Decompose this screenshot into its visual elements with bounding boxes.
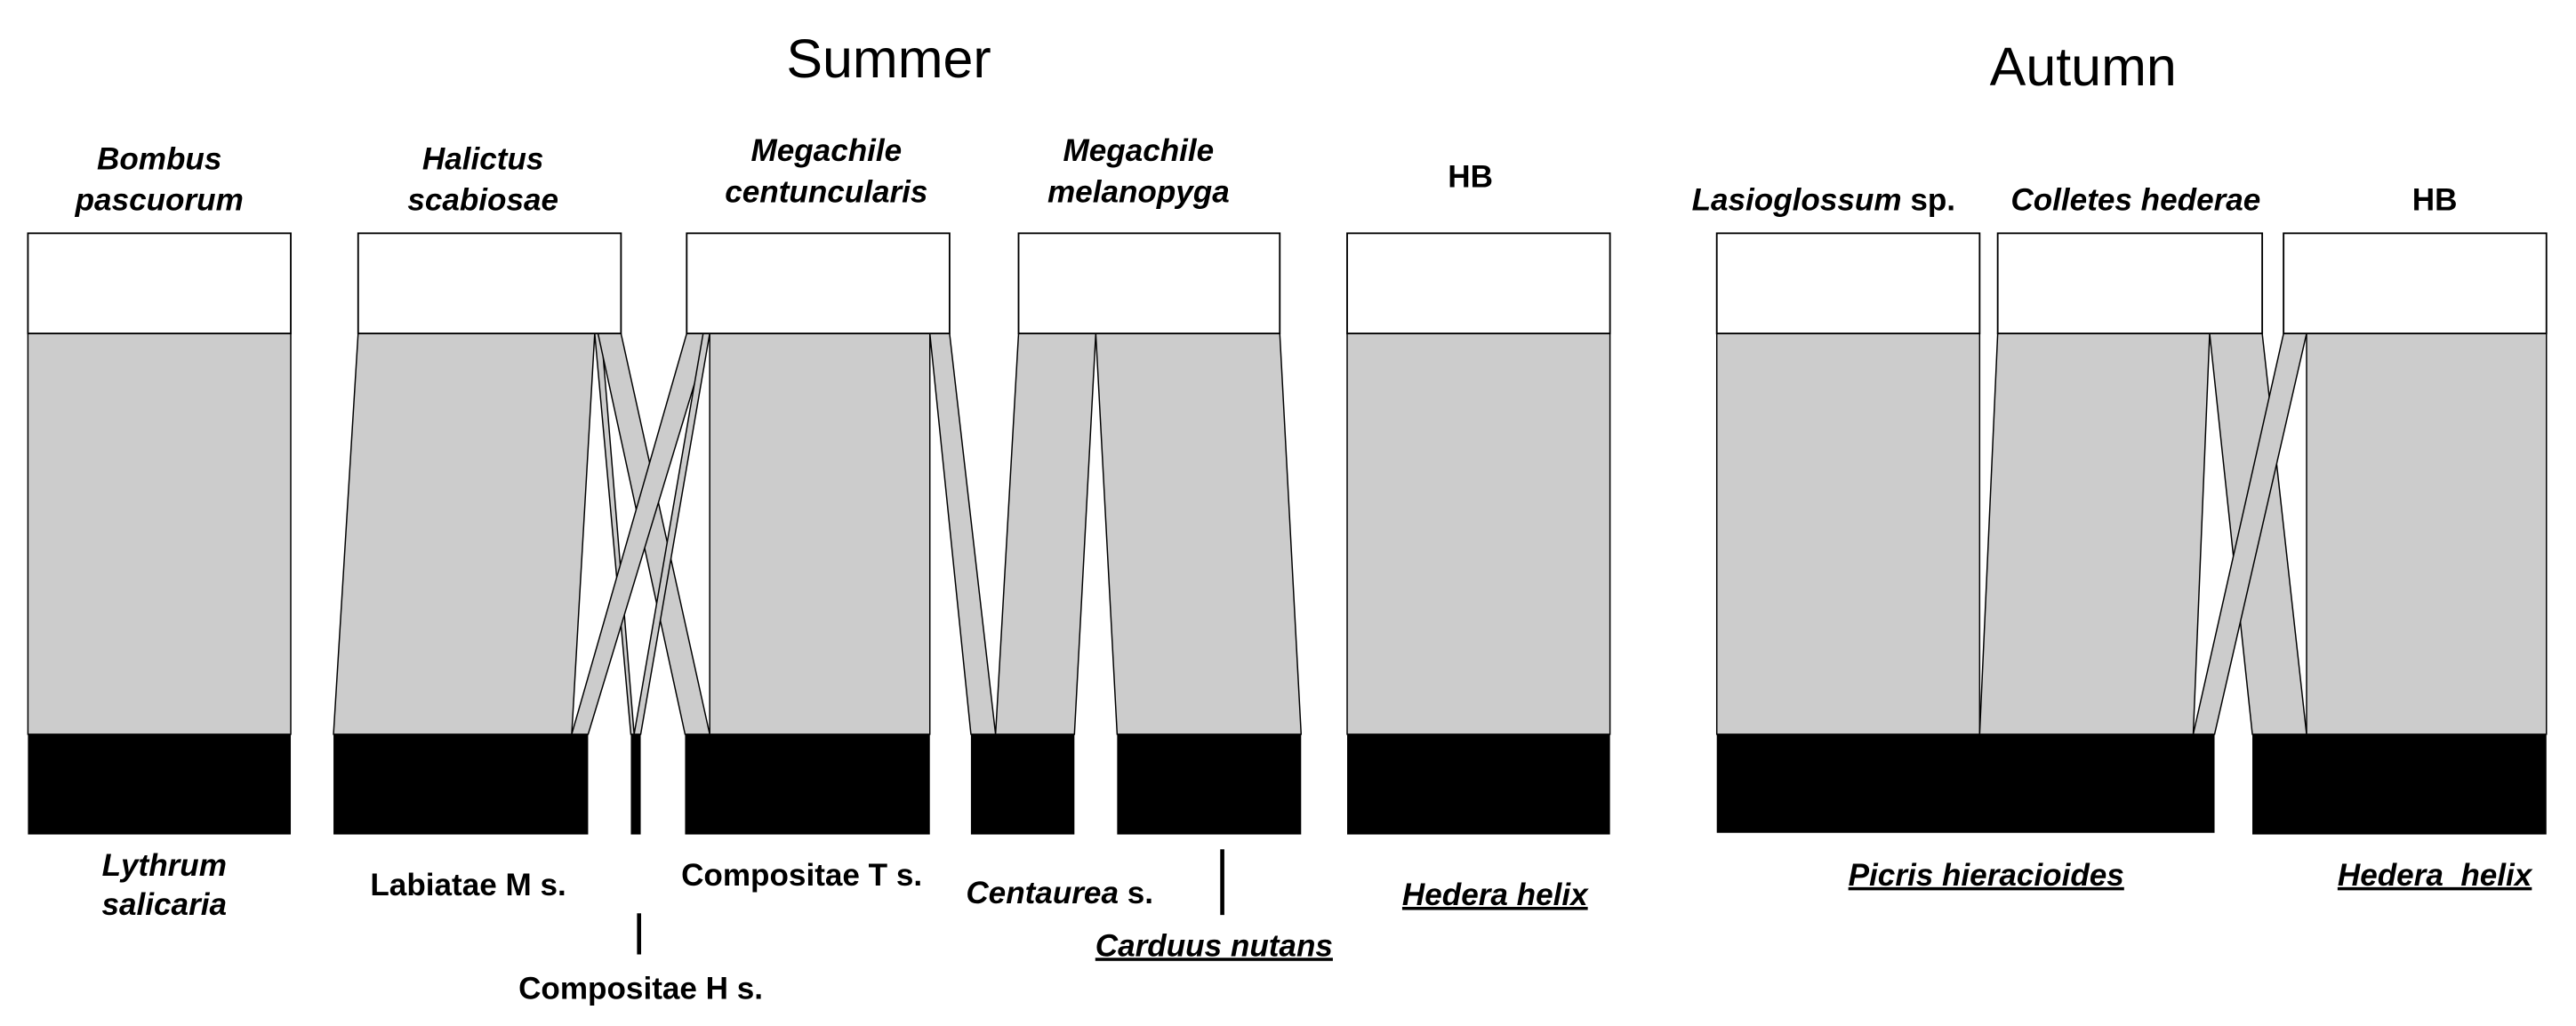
pollinator-label: centuncularis: [725, 174, 927, 209]
pollinator-label: Lasioglossum sp.: [1692, 182, 1955, 217]
pollinator-boxes: [27, 232, 2548, 334]
season-title: Summer: [786, 28, 991, 89]
plant-label: Hedera helix: [1402, 878, 1589, 912]
pollinator-label: Halictus: [422, 141, 544, 176]
pollinator-label: HB: [2412, 182, 2458, 217]
plant-genus: Centaurea: [966, 876, 1119, 910]
pollinator-label: Megachile: [1063, 133, 1215, 168]
plant-suffix: s.: [1128, 876, 1153, 910]
pollinator-label: Colletes hederae: [2010, 182, 2260, 217]
pollinator-label: Bombus: [97, 141, 221, 176]
plant-label: Carduus nutans: [1095, 928, 1333, 963]
season-title: Autumn: [1990, 36, 2177, 97]
plant-label: salicaria: [102, 887, 227, 922]
links: [27, 333, 2548, 735]
plant-label: Centaurea s.: [966, 876, 1153, 910]
plant-label: Lythrum: [102, 848, 227, 883]
pollinator-label: Megachile: [750, 133, 902, 168]
pollinator-label: pascuorum: [75, 182, 244, 217]
plant-label: Labiatae M s.: [370, 868, 566, 902]
plant-label: Picris hieracioides: [1849, 858, 2124, 893]
plant-label: Hedera helix: [2338, 858, 2533, 893]
pollinator-label: scabiosae: [407, 182, 558, 217]
pollinator-label: HB: [1448, 160, 1493, 195]
plant-boxes: [28, 733, 2547, 835]
pollinator-genus: Lasioglossum: [1692, 182, 1902, 217]
plant-label: Compositae T s.: [681, 858, 922, 893]
pollinator-label: melanopyga: [1047, 174, 1230, 209]
leader-lines: [637, 849, 1224, 955]
pollinator-suffix: sp.: [1910, 182, 1955, 217]
plant-label: Compositae H s.: [518, 971, 763, 1006]
